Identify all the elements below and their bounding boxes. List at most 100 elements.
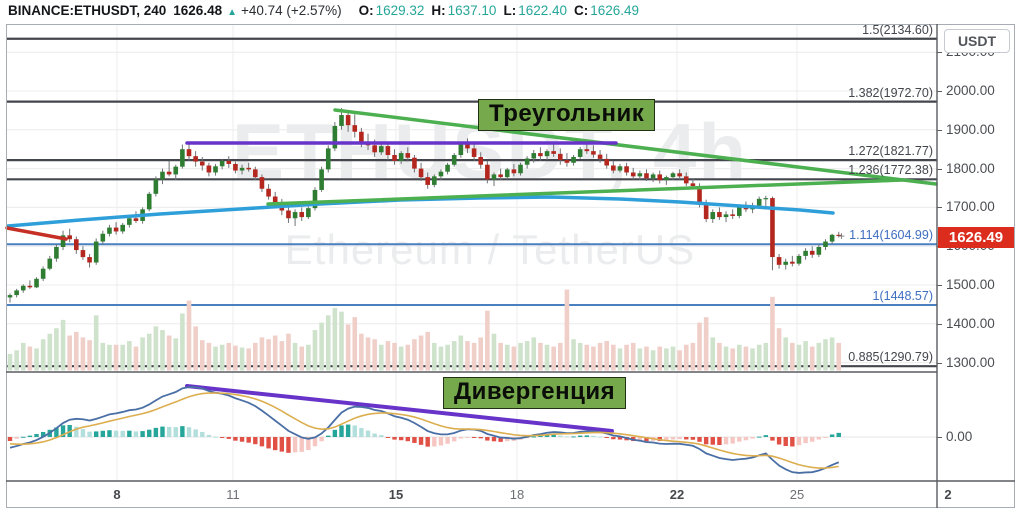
candle xyxy=(7,295,13,298)
volume-bar xyxy=(551,346,556,371)
macd-histogram-bar xyxy=(452,437,457,442)
macd-signal-line xyxy=(9,392,839,469)
volume-bar xyxy=(717,342,722,371)
candle xyxy=(677,173,682,177)
main-price-pane[interactable] xyxy=(7,24,937,372)
symbol-header: BINANCE:ETHUSDT, 240 1626.48 ▲ +40.74 (+… xyxy=(8,3,639,21)
macd-histogram-bar xyxy=(345,424,351,437)
candle xyxy=(405,153,411,158)
volume-bar xyxy=(20,342,26,371)
candle xyxy=(259,177,265,189)
candle xyxy=(504,169,510,178)
volume-bar xyxy=(140,337,145,371)
triangle-lower-trendline[interactable] xyxy=(266,178,905,206)
candle xyxy=(319,169,324,190)
ma-line[interactable] xyxy=(6,195,835,228)
volume-bar xyxy=(352,317,358,371)
volume-bar xyxy=(471,342,477,371)
volume-bar xyxy=(412,339,417,371)
last-price: 1626.48 xyxy=(173,3,223,18)
macd-histogram-bar xyxy=(737,437,742,442)
volume-bar xyxy=(637,348,643,371)
volume-bar xyxy=(697,322,702,371)
macd-histogram-bar xyxy=(644,437,649,442)
price-axis[interactable] xyxy=(937,24,1015,481)
macd-histogram-bar xyxy=(491,437,497,442)
macd-histogram-bar xyxy=(365,430,371,437)
macd-histogram-bar xyxy=(498,437,503,442)
macd-histogram-bar xyxy=(253,437,258,445)
macd-histogram-bar xyxy=(617,437,623,440)
candle xyxy=(312,189,318,209)
volume-bar xyxy=(27,346,33,371)
volume-bar xyxy=(40,339,46,371)
candle xyxy=(683,176,689,184)
macd-histogram-bar xyxy=(465,437,470,438)
triangle-annotation[interactable]: Треугольник xyxy=(478,99,656,131)
volume-bar xyxy=(577,342,583,371)
volume-bar xyxy=(372,339,377,371)
divergence-annotation[interactable]: Дивергенция xyxy=(443,377,627,409)
volume-bar xyxy=(279,341,285,371)
volume-bar xyxy=(776,328,782,371)
volume-bar xyxy=(213,346,218,371)
candle xyxy=(14,290,19,296)
volume-bar xyxy=(743,346,749,371)
candle xyxy=(518,164,523,174)
macd-histogram-bar xyxy=(412,437,417,443)
close-label: C: xyxy=(574,3,589,18)
up-arrow-icon: ▲ xyxy=(227,7,237,18)
macd-histogram-bar xyxy=(790,437,795,447)
triangle-upper-trendline[interactable] xyxy=(333,108,938,186)
volume-bar xyxy=(816,342,822,371)
volume-bar xyxy=(445,344,450,371)
time-axis[interactable] xyxy=(7,481,937,508)
candle xyxy=(253,169,258,178)
volume-bar xyxy=(511,346,517,371)
macd-histogram-bar xyxy=(113,430,119,437)
volume-bar xyxy=(385,341,391,371)
candle xyxy=(93,241,99,263)
candle xyxy=(332,125,338,149)
macd-histogram-bar xyxy=(723,437,729,445)
candle xyxy=(756,198,762,206)
candle xyxy=(564,160,570,163)
volume-bar xyxy=(677,350,682,371)
candle xyxy=(186,149,192,157)
plus-marker-icon[interactable]: + xyxy=(838,229,846,243)
volume-bar xyxy=(432,342,437,371)
macd-histogram-bar xyxy=(829,434,835,437)
volume-bar xyxy=(630,342,636,371)
macd-histogram-bar xyxy=(803,437,808,444)
open-label: O: xyxy=(358,3,374,18)
candle xyxy=(465,144,470,149)
red-trendline[interactable] xyxy=(5,226,68,241)
volume-bar xyxy=(683,344,689,371)
high-label: H: xyxy=(431,3,446,18)
volume-bar xyxy=(286,333,291,371)
macd-histogram-bar xyxy=(359,428,364,437)
macd-histogram-bar xyxy=(677,437,682,440)
macd-histogram-bar xyxy=(538,435,543,437)
divergence-trendline[interactable] xyxy=(185,384,614,433)
volume-bar xyxy=(133,346,139,371)
macd-histogram-bar xyxy=(279,437,285,452)
candle xyxy=(153,179,159,194)
candle xyxy=(617,166,623,171)
macd-histogram-bar xyxy=(332,429,338,437)
macd-histogram-bar xyxy=(458,437,464,439)
macd-histogram-bar xyxy=(750,437,755,439)
volume-bar xyxy=(226,342,232,371)
macd-histogram-bar xyxy=(266,437,271,449)
candle xyxy=(737,207,742,216)
currency-button[interactable]: USDT xyxy=(944,29,1010,53)
macd-histogram-bar xyxy=(173,427,178,437)
volume-bar xyxy=(325,315,331,371)
volume-bar xyxy=(690,342,696,371)
ma-curve xyxy=(6,195,835,228)
volume-bar xyxy=(438,346,444,371)
volume-bar xyxy=(783,337,789,371)
symbol-title[interactable]: BINANCE:ETHUSDT, 240 xyxy=(8,3,167,18)
